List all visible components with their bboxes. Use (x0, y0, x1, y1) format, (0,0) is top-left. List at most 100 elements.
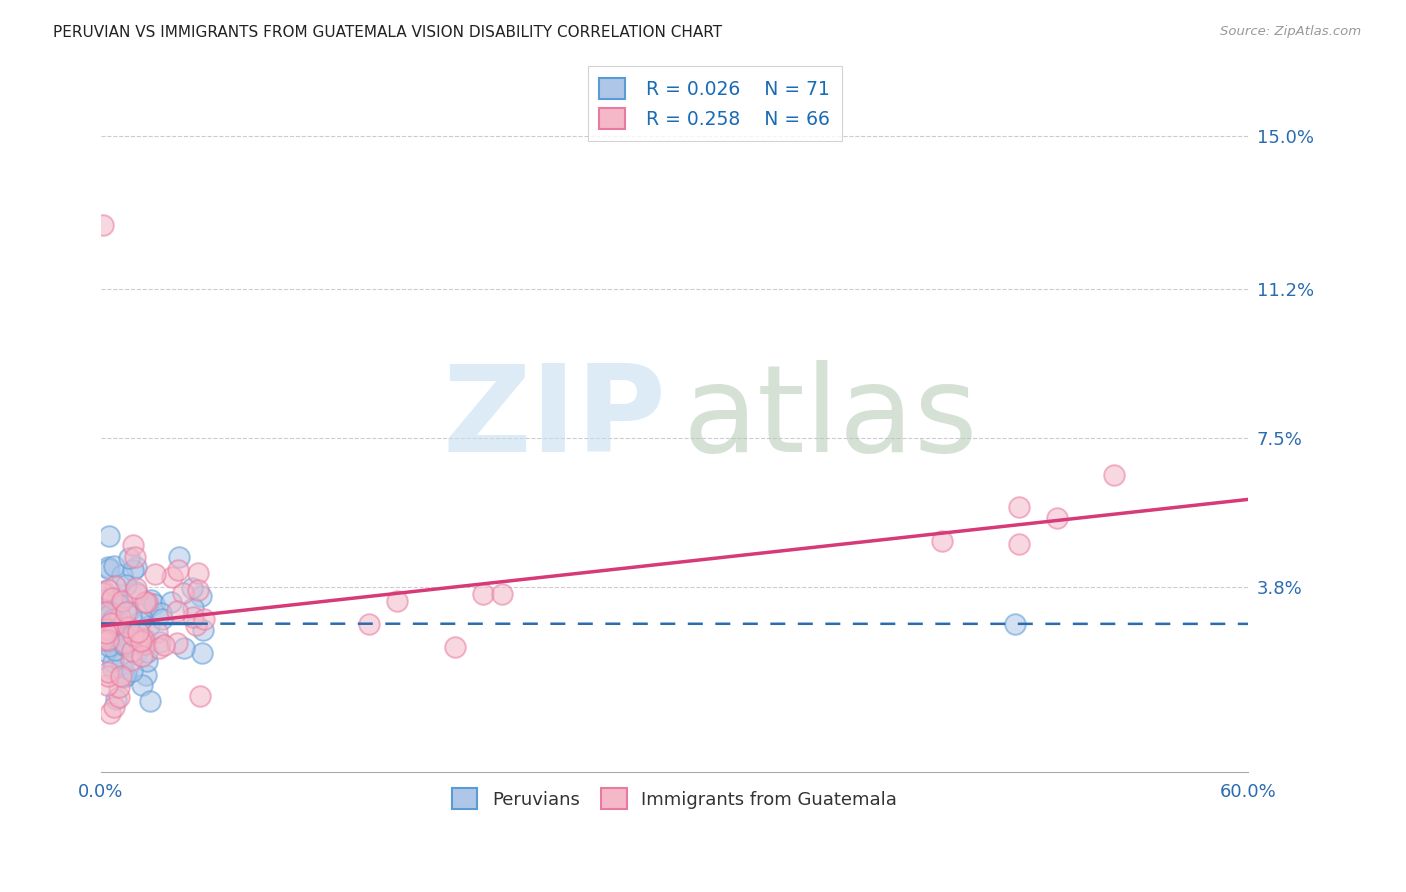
Point (122, 537, 145, 551)
Point (118, 629, 141, 643)
Point (98, 706, 121, 720)
Point (188, 690, 211, 704)
Point (101, 591, 124, 606)
Point (135, 645, 157, 659)
Point (103, 616, 125, 631)
Text: PERUVIAN VS IMMIGRANTS FROM GUATEMALA VISION DISABILITY CORRELATION CHART: PERUVIAN VS IMMIGRANTS FROM GUATEMALA VI… (53, 25, 723, 40)
Point (1004, 616, 1026, 631)
Point (129, 633, 152, 648)
Point (114, 636, 136, 650)
Point (97, 529, 120, 543)
Point (143, 566, 166, 581)
Point (103, 655, 125, 669)
Legend: Peruvians, Immigrants from Guatemala: Peruvians, Immigrants from Guatemala (444, 780, 904, 816)
Point (97, 582, 120, 597)
Point (149, 606, 172, 620)
Point (100, 607, 122, 621)
Point (98, 605, 121, 619)
Point (93, 593, 115, 607)
Point (107, 591, 129, 605)
Point (167, 549, 190, 564)
Text: Source: ZipAtlas.com: Source: ZipAtlas.com (1220, 25, 1361, 38)
Point (110, 669, 132, 683)
Point (122, 628, 145, 642)
Point (187, 583, 209, 598)
Point (91, 605, 114, 619)
Point (186, 618, 208, 632)
Point (93, 584, 115, 599)
Point (94, 644, 117, 658)
Point (115, 578, 138, 592)
Point (96, 634, 118, 648)
Point (117, 603, 139, 617)
Point (112, 638, 135, 652)
Point (108, 632, 131, 646)
Point (136, 600, 159, 615)
Point (190, 589, 212, 603)
Point (167, 564, 190, 578)
Point (103, 623, 125, 637)
Point (1104, 467, 1126, 482)
Point (443, 640, 465, 654)
Point (115, 606, 138, 620)
Point (94, 605, 117, 619)
Point (135, 654, 157, 668)
Point (117, 628, 139, 642)
Point (121, 644, 143, 658)
Point (97, 669, 120, 683)
Point (97, 560, 120, 574)
Point (104, 643, 127, 657)
Point (121, 664, 143, 678)
Point (125, 585, 148, 599)
Point (1008, 537, 1031, 551)
Point (105, 691, 128, 706)
Point (96, 677, 118, 691)
Point (125, 581, 148, 595)
Point (160, 594, 183, 608)
Text: atlas: atlas (683, 359, 979, 476)
Point (97, 632, 120, 646)
Point (93, 632, 115, 647)
Point (124, 550, 146, 565)
Point (134, 637, 156, 651)
Point (1008, 500, 1031, 515)
Point (181, 609, 204, 624)
Point (186, 566, 208, 580)
Point (118, 551, 141, 566)
Point (107, 680, 129, 694)
Point (491, 587, 513, 601)
Point (131, 678, 153, 692)
Point (112, 670, 135, 684)
Point (93, 629, 115, 643)
Point (100, 615, 122, 630)
Point (191, 646, 214, 660)
Point (94, 625, 117, 640)
Point (108, 598, 131, 612)
Point (124, 559, 146, 574)
Point (143, 598, 166, 612)
Point (472, 587, 495, 601)
Point (112, 636, 135, 650)
Point (97, 562, 120, 576)
Point (105, 624, 128, 638)
Point (117, 620, 139, 634)
Point (101, 613, 124, 627)
Point (101, 663, 124, 677)
Point (107, 690, 129, 704)
Point (1046, 511, 1069, 525)
Point (166, 636, 188, 650)
Point (131, 649, 153, 664)
Point (387, 594, 409, 608)
Point (97, 632, 120, 647)
Point (103, 621, 125, 635)
Point (127, 632, 149, 647)
Point (110, 632, 132, 647)
Point (97, 665, 120, 680)
Point (104, 579, 127, 593)
Point (138, 619, 160, 633)
Point (105, 594, 128, 608)
Point (181, 600, 204, 615)
Point (145, 624, 167, 639)
Point (166, 604, 188, 618)
Point (97, 639, 120, 653)
